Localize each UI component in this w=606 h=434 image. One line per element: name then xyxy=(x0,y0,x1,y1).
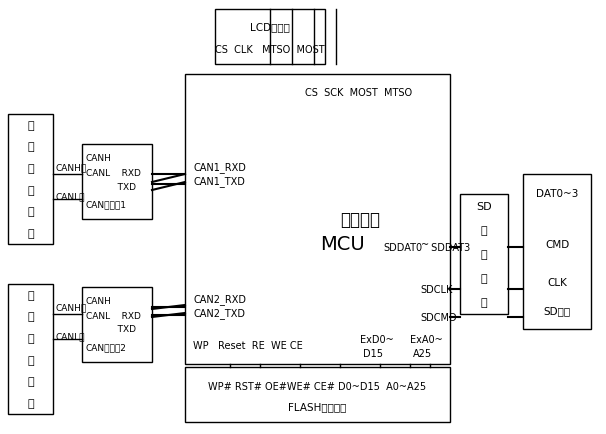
Bar xyxy=(215,10,325,65)
Bar xyxy=(523,174,591,329)
Bar xyxy=(185,75,450,364)
Text: 池: 池 xyxy=(27,142,34,152)
Text: SDCLK: SDCLK xyxy=(420,284,452,294)
Text: WP# RST# OE#WE# CE# D0~D15  A0~A25: WP# RST# OE#WE# CE# D0~D15 A0~A25 xyxy=(208,381,427,391)
Text: CLK: CLK xyxy=(547,278,567,288)
Bar xyxy=(82,287,152,362)
Text: 微控制器: 微控制器 xyxy=(340,210,380,228)
Text: SDDAT0: SDDAT0 xyxy=(383,243,422,253)
Text: CANH线: CANH线 xyxy=(55,303,86,312)
Text: 管: 管 xyxy=(27,164,34,174)
Text: CS  SCK  MOST  MTSO: CS SCK MOST MTSO xyxy=(305,88,412,98)
Text: 汽: 汽 xyxy=(27,290,34,300)
Text: CAN1_RXD: CAN1_RXD xyxy=(193,162,246,173)
Bar xyxy=(460,194,508,314)
Text: DAT0~3: DAT0~3 xyxy=(536,188,578,198)
Text: SDDAT3: SDDAT3 xyxy=(428,243,470,253)
Text: 车: 车 xyxy=(27,312,34,322)
Text: CAN2_TXD: CAN2_TXD xyxy=(193,308,245,319)
Bar xyxy=(8,284,53,414)
Text: 驱: 驱 xyxy=(481,226,487,236)
Text: CAN收发器2: CAN收发器2 xyxy=(86,343,127,352)
Text: CANH线: CANH线 xyxy=(55,163,86,172)
Text: 诊: 诊 xyxy=(27,333,34,343)
Text: FLASH存储单元: FLASH存储单元 xyxy=(288,402,347,412)
Text: CANL线: CANL线 xyxy=(55,332,84,341)
Text: CANH: CANH xyxy=(86,296,112,305)
Text: TXD: TXD xyxy=(86,325,136,334)
Bar xyxy=(8,115,53,244)
Text: D15: D15 xyxy=(363,348,383,358)
Text: CANH: CANH xyxy=(86,154,112,163)
Text: 理: 理 xyxy=(27,185,34,195)
Text: CMD: CMD xyxy=(545,239,569,249)
Text: 路: 路 xyxy=(481,297,487,307)
Text: 电: 电 xyxy=(481,273,487,283)
Text: ExA0~: ExA0~ xyxy=(410,334,443,344)
Text: ExD0~: ExD0~ xyxy=(360,334,394,344)
Bar xyxy=(185,367,450,422)
Text: CAN2_RXD: CAN2_RXD xyxy=(193,294,246,305)
Text: 口: 口 xyxy=(27,398,34,408)
Text: ~: ~ xyxy=(421,240,429,250)
Text: MCU: MCU xyxy=(320,234,365,253)
Text: 断: 断 xyxy=(27,355,34,365)
Text: CANL线: CANL线 xyxy=(55,192,84,201)
Text: WP   Reset  RE  WE CE: WP Reset RE WE CE xyxy=(193,340,303,350)
Text: SDCMD: SDCMD xyxy=(420,312,457,322)
Text: CANL    RXD: CANL RXD xyxy=(86,169,141,178)
Text: 动: 动 xyxy=(481,250,487,260)
Text: TXD: TXD xyxy=(86,182,136,191)
Text: 接: 接 xyxy=(27,377,34,387)
Text: CAN1_TXD: CAN1_TXD xyxy=(193,176,245,187)
Text: 电: 电 xyxy=(27,121,34,131)
Text: CS  CLK   MTSO  MOST: CS CLK MTSO MOST xyxy=(215,45,325,55)
Text: SD: SD xyxy=(476,201,492,211)
Text: SD卡座: SD卡座 xyxy=(544,306,571,316)
Bar xyxy=(82,145,152,220)
Text: CANL    RXD: CANL RXD xyxy=(86,311,141,320)
Text: CAN收发器1: CAN收发器1 xyxy=(86,200,127,209)
Text: 系: 系 xyxy=(27,207,34,217)
Text: A25: A25 xyxy=(413,348,432,358)
Text: 统: 统 xyxy=(27,229,34,239)
Text: LCD显示屏: LCD显示屏 xyxy=(250,23,290,33)
